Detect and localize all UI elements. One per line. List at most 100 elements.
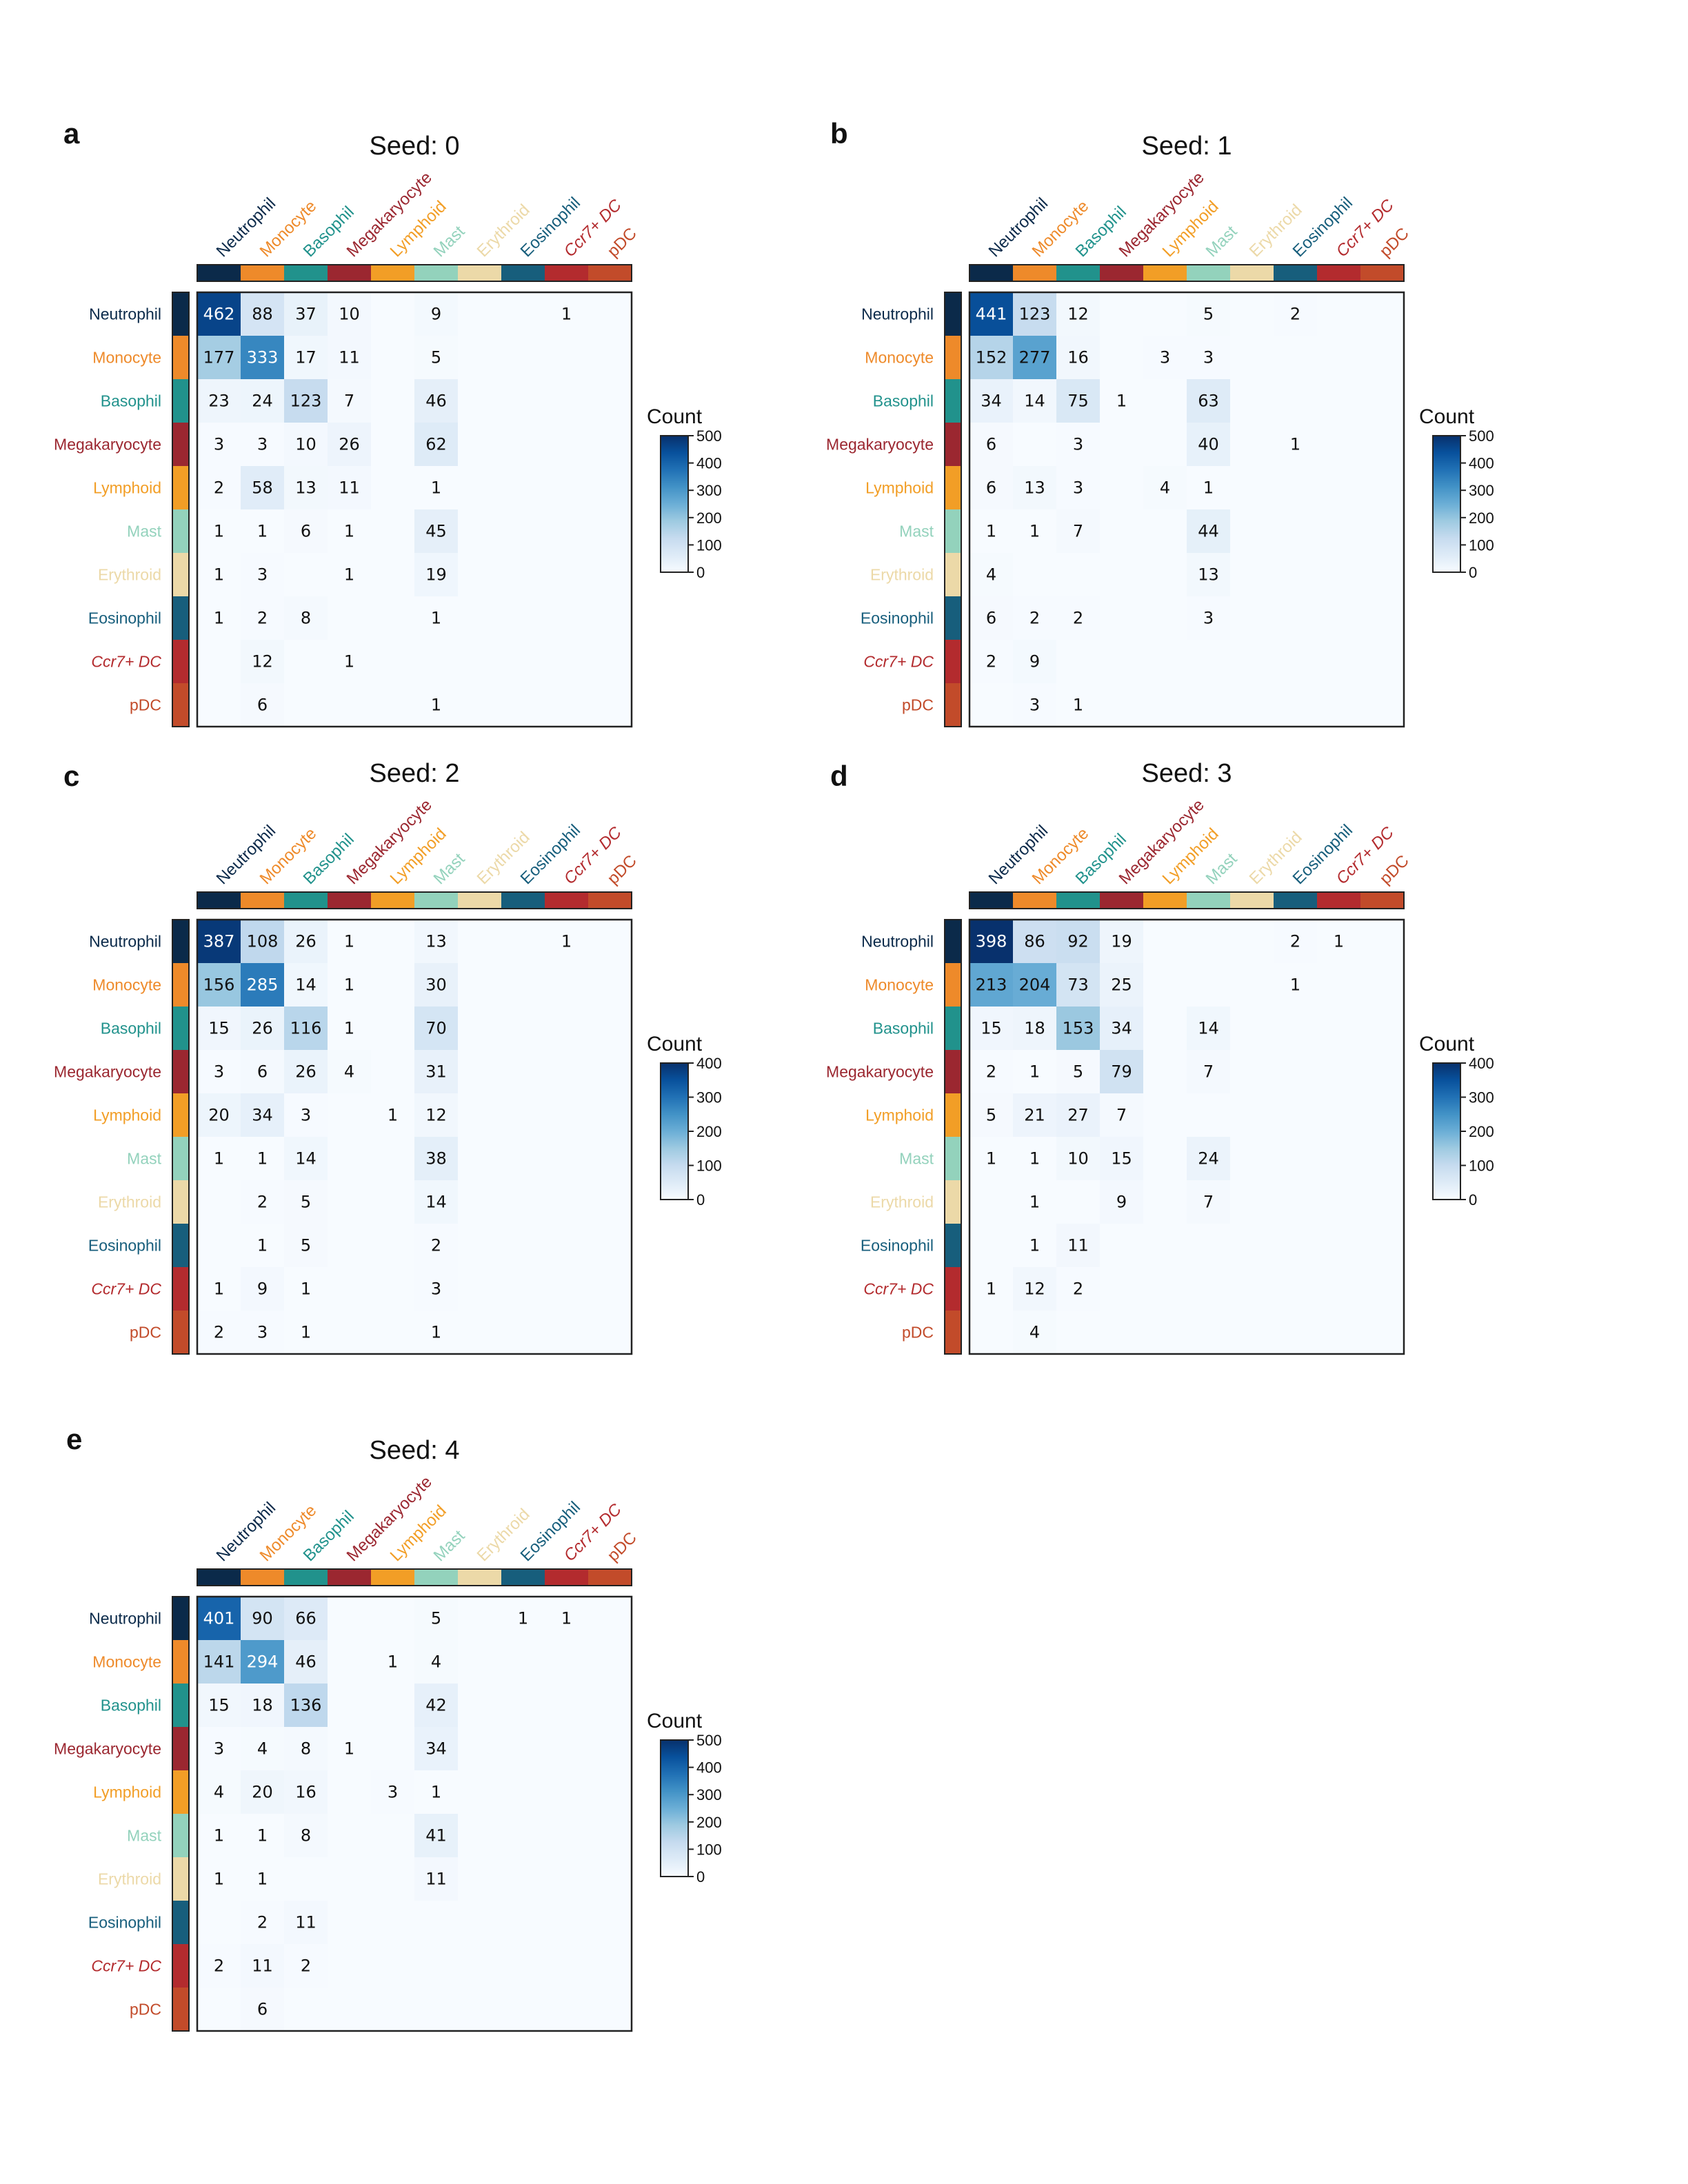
heatmap-cell — [458, 1007, 502, 1051]
cell-value-label: 20 — [252, 1783, 273, 1802]
heatmap-cell — [284, 1224, 328, 1268]
heatmap-cell — [1100, 1137, 1144, 1181]
column-color-strip — [1187, 265, 1230, 281]
cell-value-label: 5 — [1203, 305, 1214, 324]
heatmap-cell — [545, 683, 589, 727]
heatmap-cell — [328, 1597, 372, 1641]
heatmap-cell — [328, 1684, 372, 1728]
heatmap-cell — [1187, 1093, 1231, 1138]
heatmap-cell — [1360, 292, 1405, 336]
cell-value-label: 3 — [301, 1106, 311, 1125]
heatmap-cell — [1143, 1224, 1187, 1268]
heatmap-cell — [197, 683, 241, 727]
heatmap-cell — [545, 596, 589, 640]
cell-value-label: 1 — [1029, 1062, 1040, 1082]
heatmap-cell — [1187, 963, 1231, 1007]
heatmap-cell — [1317, 509, 1361, 554]
heatmap-cell — [414, 1988, 459, 2032]
cell-value-label: 1 — [257, 1870, 268, 1889]
heatmap-cell — [414, 920, 459, 964]
heatmap-cell — [197, 336, 241, 380]
heatmap-cell — [328, 292, 372, 336]
heatmap-cell — [1100, 640, 1144, 684]
cell-value-label: 1 — [1029, 522, 1040, 541]
cell-value-label: 2 — [986, 1062, 996, 1082]
heatmap-cell — [241, 1137, 285, 1181]
heatmap-cell — [458, 1944, 502, 1988]
row-tick-label: Basophil — [101, 1697, 161, 1715]
heatmap-cell — [1187, 1311, 1231, 1355]
colorbar-tick-label: 500 — [696, 1732, 722, 1749]
heatmap-cell — [1143, 1007, 1187, 1051]
column-color-strip — [588, 1569, 632, 1586]
heatmap-cell — [284, 466, 328, 510]
cell-value-label: 13 — [1024, 478, 1045, 498]
panel-label: b — [830, 117, 848, 150]
heatmap-cell — [414, 1944, 459, 1988]
colorbar-title: Count — [647, 405, 703, 428]
cell-value-label: 26 — [252, 1019, 273, 1038]
column-strip-border — [197, 891, 632, 909]
cell-value-label: 13 — [295, 478, 316, 498]
heatmap-cell — [458, 1770, 502, 1814]
cell-value-label: 2 — [1029, 609, 1040, 628]
cell-value-label: 40 — [1198, 435, 1219, 454]
row-strip-border — [944, 292, 962, 727]
column-color-strip — [1013, 265, 1056, 281]
cell-value-label: 1 — [257, 1236, 268, 1255]
cell-value-label: 1 — [1334, 932, 1344, 951]
cell-value-label: 6 — [257, 1062, 268, 1082]
cell-value-label: 1 — [214, 1149, 224, 1169]
heatmap-cell — [969, 423, 1014, 467]
row-color-strip — [172, 1180, 189, 1224]
cell-value-label: 1 — [214, 1280, 224, 1299]
row-tick-label: Lymphoid — [93, 479, 161, 497]
heatmap-cell — [284, 1727, 328, 1771]
heatmap-cell — [197, 509, 241, 554]
column-color-strip — [458, 1569, 501, 1586]
heatmap-cell — [241, 292, 285, 336]
cell-value-label: 24 — [252, 392, 273, 411]
heatmap-cell — [545, 292, 589, 336]
heatmap-cell — [501, 683, 545, 727]
heatmap-cell — [414, 1007, 459, 1051]
cell-value-label: 58 — [252, 478, 273, 498]
heatmap-cell — [371, 1814, 415, 1858]
colorbar-tick-label: 100 — [1469, 1157, 1494, 1175]
row-color-strip — [945, 553, 961, 596]
cell-value-label: 73 — [1067, 975, 1089, 995]
heatmap-cell — [545, 1311, 589, 1355]
row-color-strip — [945, 963, 961, 1007]
heatmap-cell — [1360, 1050, 1405, 1094]
heatmap-cell — [1274, 920, 1318, 964]
cell-value-label: 3 — [1073, 435, 1083, 454]
cell-value-label: 2 — [257, 609, 268, 628]
cell-value-label: 4 — [431, 1652, 441, 1672]
heatmap-frame — [968, 291, 1405, 728]
heatmap-cell — [458, 1093, 502, 1138]
heatmap-cell — [1274, 683, 1318, 727]
heatmap-cell — [414, 1093, 459, 1138]
heatmap-frame — [196, 291, 633, 728]
heatmap-cell — [1274, 509, 1318, 554]
heatmap-cell — [1187, 683, 1231, 727]
cell-value-label: 10 — [339, 305, 360, 324]
heatmap-cell — [969, 1007, 1014, 1051]
heatmap-cell — [501, 379, 545, 423]
heatmap-cell — [1360, 1267, 1405, 1311]
heatmap-cell — [545, 963, 589, 1007]
heatmap-cell — [1143, 640, 1187, 684]
row-tick-label: Monocyte — [865, 976, 934, 994]
heatmap-cell — [241, 553, 285, 597]
heatmap-cell — [1100, 466, 1144, 510]
cell-value-label: 8 — [301, 1826, 311, 1846]
heatmap-cell — [1230, 553, 1274, 597]
heatmap-cell — [588, 596, 632, 640]
heatmap-cell — [501, 1684, 545, 1728]
heatmap-cell — [545, 1684, 589, 1728]
heatmap-cell — [328, 1640, 372, 1684]
heatmap-cell — [1013, 963, 1057, 1007]
heatmap-cell — [241, 1267, 285, 1311]
cell-value-label: 6 — [257, 696, 268, 715]
cell-value-label: 3 — [1203, 609, 1214, 628]
